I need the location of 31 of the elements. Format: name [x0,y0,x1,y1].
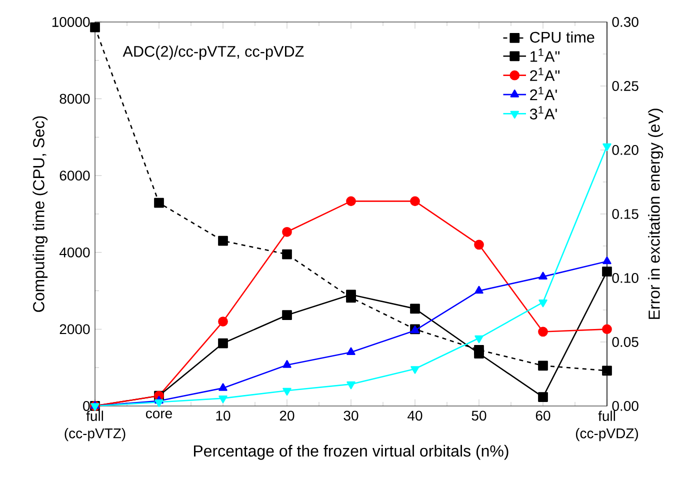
y2-tick-label: 0.20 [612,145,638,155]
x-tick-label: full (cc-pVTZ) [64,410,126,442]
y-tick-label: 0 [83,401,90,411]
x-tick-label: core [146,410,172,418]
x-tick-label: 30 [344,410,358,421]
y-axis-title: Computing time (CPU, Sec) [32,116,48,312]
y2-tick-label: 0.05 [612,337,638,347]
x-tick-label: 50 [472,410,486,421]
y2-tick-label: 0.10 [612,273,638,283]
y-tick-label: 10000 [52,17,90,27]
x-tick-label: 10 [216,410,230,421]
y-tick-label: 2000 [60,324,90,334]
legend-label: 1$^{1}$A" [530,48,560,62]
annotation: ADC(2)/cc-pVTZ, cc-pVDZ [122,46,304,60]
x-tick-label: 40 [408,410,422,421]
y2-tick-label: 0.25 [612,81,638,91]
y-tick-label: 6000 [60,170,90,181]
x-axis-title: Percentage of the frozen virtual orbitals (n%) [194,444,508,460]
x-tick-label: 60 [536,410,550,421]
y2-tick-label: 0.15 [612,209,638,219]
y2-tick-label: 0.30 [612,17,638,27]
y-tick-label: 4000 [59,247,90,258]
y-tick-label: 8000 [60,94,90,104]
y2-tick-label: 0.00 [612,401,638,411]
legend-label: 2$^{1}$A' [530,86,557,100]
legend-label: 3$^{1}$A' [530,106,557,120]
y2-axis-title: Error in excitation energy (eV) [648,108,664,319]
x-tick-label: full (cc-pVDZ) [576,410,638,442]
legend-label: CPU time [530,31,594,43]
x-tick-label: 20 [280,410,294,421]
legend-label: 2$^{1}$A" [530,68,560,81]
